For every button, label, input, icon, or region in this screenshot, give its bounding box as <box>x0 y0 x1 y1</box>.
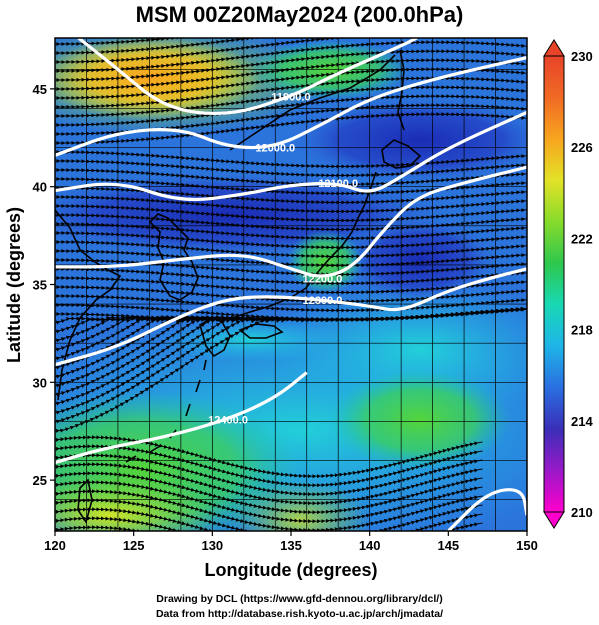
y-tick-label: 40 <box>33 180 47 195</box>
colorbar-tick-label: 214 <box>571 414 593 429</box>
y-tick-label: 45 <box>33 82 47 97</box>
x-tick-label: 120 <box>44 538 66 553</box>
contour-label: 12200.0 <box>303 274 343 286</box>
height-contours: 11900.0 12000.0 12100.0 12200.0 12300.0 12400… <box>55 38 527 531</box>
y-tick-label: 25 <box>33 473 47 488</box>
y-tick-label: 35 <box>33 278 47 293</box>
colorbar-fill <box>543 55 565 513</box>
height-contour <box>55 110 527 202</box>
colorbar-tick-label: 210 <box>571 505 593 520</box>
x-axis-label: Longitude (degrees) <box>204 560 377 580</box>
height-contour <box>55 56 527 157</box>
plot-area: 11900.0 12000.0 12100.0 12200.0 12300.0 12400… <box>55 38 527 531</box>
credit-drawing: Drawing by DCL (https://www.gfd-dennou.o… <box>156 593 443 605</box>
map-title: MSM 00Z20May2024 (200.0hPa) <box>135 2 464 27</box>
streamline <box>55 525 479 531</box>
colorbar-tick-label: 222 <box>571 231 593 246</box>
colorbar: 230 226 222 218 214 210 <box>543 39 593 529</box>
contour-label: 12400.0 <box>208 414 248 426</box>
colorbar-min-arrow <box>543 511 565 529</box>
credit-data: Data from http://database.rish.kyoto-u.a… <box>155 608 444 620</box>
contour-label: 12300.0 <box>303 295 343 307</box>
colorbar-tick-label: 218 <box>571 323 593 338</box>
height-contour <box>55 165 527 278</box>
x-tick-label: 125 <box>123 538 145 553</box>
contour-label: 12100.0 <box>318 178 358 190</box>
x-tick-label: 140 <box>359 538 381 553</box>
y-tick-label: 30 <box>33 375 47 390</box>
contour-label: 12000.0 <box>255 143 295 155</box>
x-ticks: 120 125 130 135 140 145 150 <box>44 531 538 553</box>
y-axis-label: Latitude (degrees) <box>4 207 24 363</box>
credits: Drawing by DCL (https://www.gfd-dennou.o… <box>0 592 599 622</box>
colorbar-labels: 230 226 222 218 214 210 <box>571 49 593 520</box>
coastlines <box>55 49 422 524</box>
colorbar-tick-label: 226 <box>571 140 593 155</box>
height-contour <box>447 488 527 531</box>
x-tick-label: 130 <box>201 538 223 553</box>
height-contour <box>77 38 418 116</box>
x-tick-label: 145 <box>437 538 459 553</box>
colorbar-tick-label: 230 <box>571 49 593 64</box>
colorbar-max-arrow <box>543 39 565 57</box>
streamline <box>55 307 527 433</box>
x-tick-label: 135 <box>280 538 302 553</box>
streamline <box>55 112 527 146</box>
streamline <box>55 507 483 531</box>
contour-label: 11900.0 <box>271 92 310 104</box>
weather-map: 11900.0 12000.0 12100.0 12200.0 12300.0 12400… <box>4 37 593 580</box>
height-contour <box>55 371 308 465</box>
height-contour <box>55 267 527 367</box>
y-ticks: 25 30 35 40 45 <box>33 82 55 488</box>
x-tick-label: 150 <box>516 538 538 553</box>
grid-lines <box>55 38 527 531</box>
streamline <box>55 516 483 531</box>
